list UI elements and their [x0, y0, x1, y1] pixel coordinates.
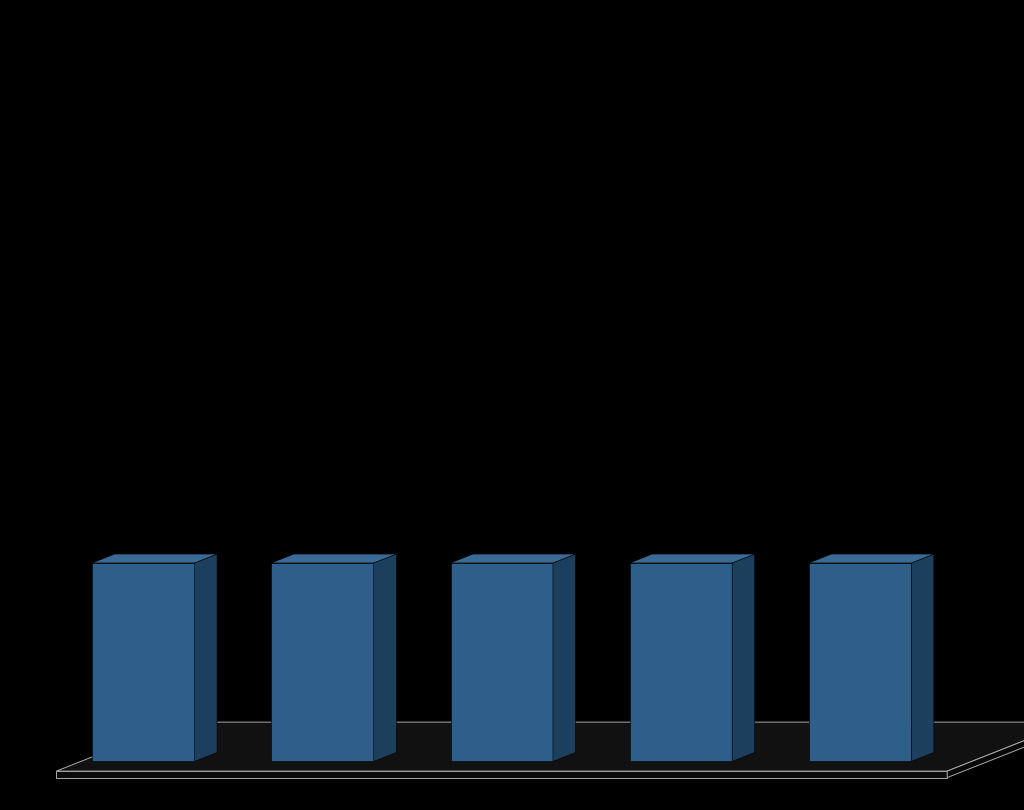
- Polygon shape: [947, 723, 1024, 778]
- Polygon shape: [809, 554, 934, 563]
- Polygon shape: [56, 771, 947, 778]
- Polygon shape: [271, 554, 396, 563]
- Polygon shape: [911, 554, 934, 761]
- Polygon shape: [451, 563, 553, 761]
- Polygon shape: [92, 554, 217, 563]
- Polygon shape: [271, 563, 374, 761]
- Polygon shape: [92, 563, 195, 761]
- Polygon shape: [732, 554, 755, 761]
- Polygon shape: [630, 563, 732, 761]
- Polygon shape: [809, 563, 911, 761]
- Polygon shape: [553, 554, 575, 761]
- Polygon shape: [630, 554, 755, 563]
- Polygon shape: [374, 554, 396, 761]
- Polygon shape: [56, 723, 1024, 771]
- Polygon shape: [451, 554, 575, 563]
- Polygon shape: [195, 554, 217, 761]
